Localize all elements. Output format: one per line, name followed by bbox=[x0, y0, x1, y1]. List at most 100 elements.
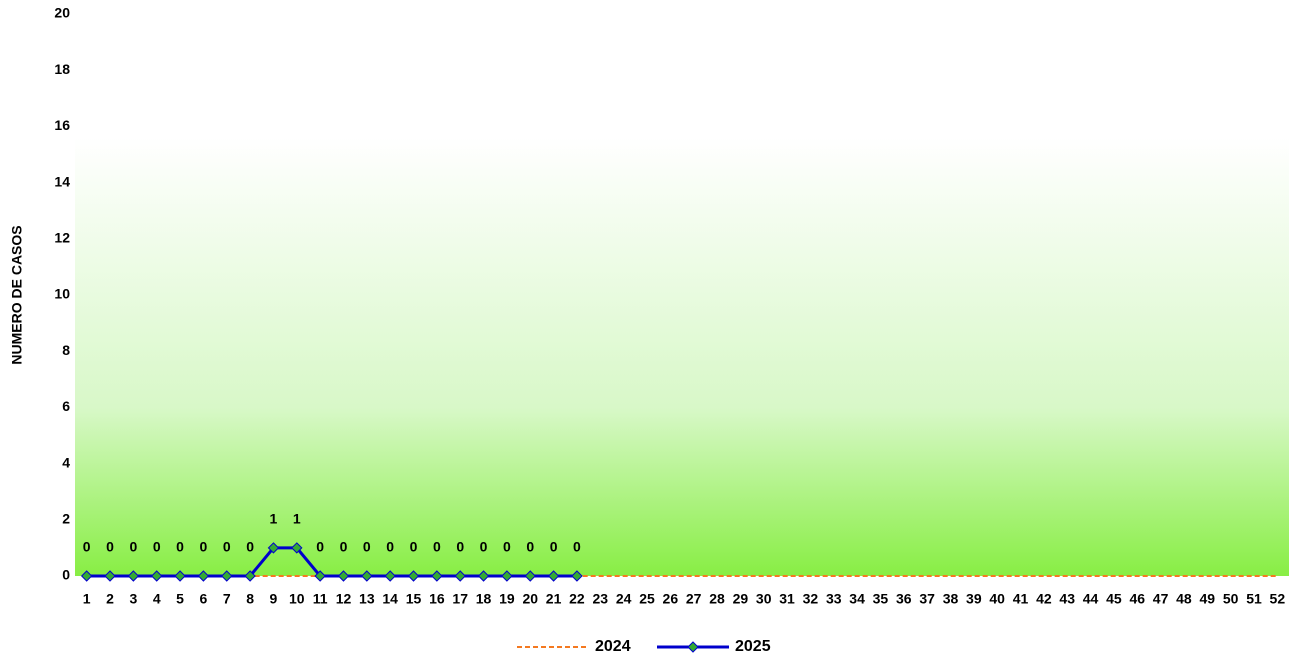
marker bbox=[524, 570, 536, 582]
marker bbox=[197, 570, 210, 582]
data-label: 0 bbox=[573, 539, 581, 555]
marker bbox=[384, 570, 396, 582]
x-tick-label: 50 bbox=[1223, 591, 1239, 607]
x-tick-label: 21 bbox=[546, 591, 562, 607]
marker bbox=[454, 570, 466, 582]
data-label: 1 bbox=[270, 511, 278, 527]
x-tick-label: 15 bbox=[406, 591, 422, 607]
data-label: 0 bbox=[106, 539, 114, 555]
x-tick-label: 52 bbox=[1270, 591, 1286, 607]
y-tick-label: 10 bbox=[54, 286, 70, 302]
marker bbox=[407, 570, 420, 582]
x-tick-label: 16 bbox=[429, 591, 445, 607]
marker bbox=[571, 570, 583, 582]
marker bbox=[174, 570, 186, 582]
x-tick-label: 45 bbox=[1106, 591, 1122, 607]
x-tick-label: 51 bbox=[1246, 591, 1262, 607]
x-tick-label: 7 bbox=[223, 591, 231, 607]
marker bbox=[221, 570, 233, 582]
y-tick-label: 12 bbox=[54, 230, 70, 246]
data-label: 0 bbox=[526, 539, 534, 555]
x-tick-label: 38 bbox=[943, 591, 959, 607]
x-tick-label: 37 bbox=[919, 591, 935, 607]
x-tick-label: 33 bbox=[826, 591, 842, 607]
x-tick-label: 25 bbox=[639, 591, 655, 607]
data-label: 0 bbox=[129, 539, 137, 555]
x-tick-label: 5 bbox=[176, 591, 184, 607]
marker bbox=[547, 570, 560, 582]
marker bbox=[431, 570, 443, 582]
x-tick-label: 3 bbox=[129, 591, 137, 607]
x-tick-label: 34 bbox=[849, 591, 865, 607]
legend-label: 2025 bbox=[735, 638, 771, 655]
x-tick-label: 10 bbox=[289, 591, 305, 607]
x-tick-label: 2 bbox=[106, 591, 114, 607]
marker bbox=[337, 570, 350, 582]
x-tick-label: 13 bbox=[359, 591, 375, 607]
data-label: 0 bbox=[550, 539, 558, 555]
marker bbox=[127, 570, 140, 582]
x-tick-label: 1 bbox=[83, 591, 91, 607]
x-tick-label: 8 bbox=[246, 591, 254, 607]
x-tick-label: 39 bbox=[966, 591, 982, 607]
x-tick-label: 18 bbox=[476, 591, 492, 607]
x-tick-label: 28 bbox=[709, 591, 725, 607]
x-tick-label: 23 bbox=[592, 591, 608, 607]
data-label: 0 bbox=[200, 539, 208, 555]
data-label: 0 bbox=[456, 539, 464, 555]
x-tick-label: 42 bbox=[1036, 591, 1052, 607]
data-label: 0 bbox=[410, 539, 418, 555]
data-label: 0 bbox=[386, 539, 394, 555]
x-tick-label: 26 bbox=[663, 591, 679, 607]
legend-label: 2024 bbox=[595, 638, 631, 655]
x-tick-label: 19 bbox=[499, 591, 515, 607]
x-tick-label: 46 bbox=[1129, 591, 1145, 607]
y-tick-label: 16 bbox=[54, 117, 70, 133]
x-tick-label: 32 bbox=[803, 591, 819, 607]
x-tick-label: 12 bbox=[336, 591, 352, 607]
x-tick-label: 20 bbox=[522, 591, 538, 607]
x-tick-label: 47 bbox=[1153, 591, 1169, 607]
x-tick-label: 36 bbox=[896, 591, 912, 607]
x-tick-label: 11 bbox=[313, 591, 328, 607]
x-tick-label: 24 bbox=[616, 591, 632, 607]
data-label: 0 bbox=[316, 539, 324, 555]
y-tick-label: 4 bbox=[62, 454, 70, 470]
x-tick-label: 6 bbox=[200, 591, 208, 607]
x-tick-label: 17 bbox=[452, 591, 468, 607]
x-tick-label: 44 bbox=[1083, 591, 1099, 607]
data-label: 0 bbox=[153, 539, 161, 555]
data-label: 0 bbox=[176, 539, 184, 555]
marker bbox=[104, 570, 116, 582]
data-label: 0 bbox=[340, 539, 348, 555]
y-tick-label: 0 bbox=[62, 567, 70, 583]
y-tick-label: 6 bbox=[62, 398, 70, 414]
data-label: 1 bbox=[293, 511, 301, 527]
data-label: 0 bbox=[363, 539, 371, 555]
marker bbox=[244, 570, 256, 582]
marker bbox=[314, 570, 326, 582]
x-tick-label: 9 bbox=[270, 591, 278, 607]
legend-marker bbox=[687, 641, 699, 653]
x-tick-label: 14 bbox=[382, 591, 398, 607]
marker bbox=[80, 570, 93, 582]
data-label: 0 bbox=[503, 539, 511, 555]
y-tick-label: 8 bbox=[62, 342, 70, 358]
data-label: 0 bbox=[246, 539, 254, 555]
data-label: 0 bbox=[83, 539, 91, 555]
y-tick-label: 20 bbox=[54, 5, 70, 21]
y-tick-label: 2 bbox=[62, 511, 70, 527]
y-axis-label: NUMERO DE CASOS bbox=[9, 225, 25, 364]
data-label: 0 bbox=[480, 539, 488, 555]
marker bbox=[477, 570, 490, 582]
y-tick-label: 14 bbox=[54, 173, 70, 189]
x-tick-label: 30 bbox=[756, 591, 772, 607]
marker bbox=[291, 542, 303, 554]
x-tick-label: 29 bbox=[733, 591, 749, 607]
y-tick-label: 18 bbox=[54, 61, 70, 77]
marker bbox=[361, 570, 373, 582]
x-tick-label: 27 bbox=[686, 591, 702, 607]
x-tick-label: 4 bbox=[153, 591, 161, 607]
